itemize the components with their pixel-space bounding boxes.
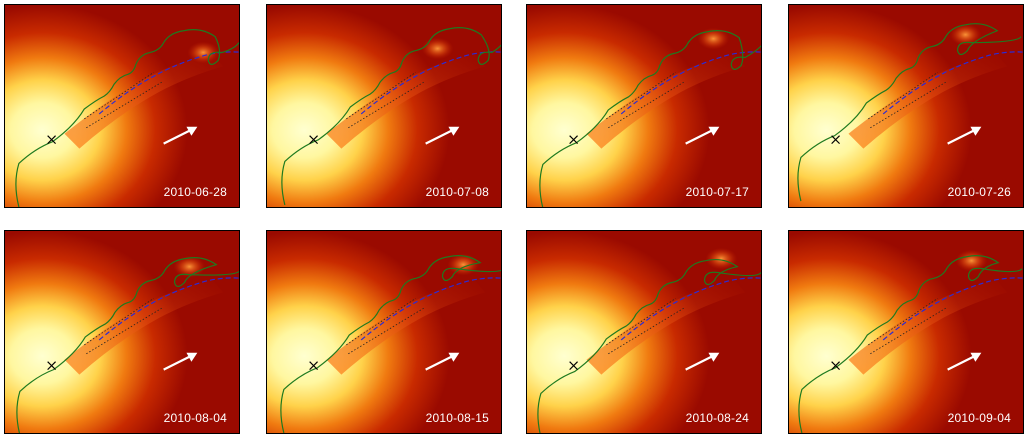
radio-map-image (789, 5, 1023, 207)
panel-date: 2010-06-28 (163, 185, 227, 199)
radio-map-image (5, 231, 239, 433)
panel-1: 2010-06-28 (4, 4, 240, 208)
radio-map-image (527, 231, 761, 433)
panel-date: 2010-07-08 (425, 185, 489, 199)
panel-7: 2010-08-24 (526, 230, 762, 434)
panel-5: 2010-08-04 (4, 230, 240, 434)
panel-4: 2010-07-26 (788, 4, 1024, 208)
panel-date: 2010-07-26 (947, 185, 1011, 199)
panel-date: 2010-08-15 (425, 411, 489, 425)
radio-map-image (267, 5, 501, 207)
radio-map-image (789, 231, 1023, 433)
panel-date: 2010-09-04 (947, 411, 1011, 425)
panel-6: 2010-08-15 (266, 230, 502, 434)
panel-2: 2010-07-08 (266, 4, 502, 208)
panel-date: 2010-08-04 (163, 411, 227, 425)
panel-date: 2010-07-17 (685, 185, 749, 199)
panel-date: 2010-08-24 (685, 411, 749, 425)
radio-map-image (5, 5, 239, 207)
panel-8: 2010-09-04 (788, 230, 1024, 434)
panel-3: 2010-07-17 (526, 4, 762, 208)
image-grid: 2010-06-28 2010-07-08 2010-07-17 2010-07… (4, 4, 1024, 434)
radio-map-image (527, 5, 761, 207)
radio-map-image (267, 231, 501, 433)
